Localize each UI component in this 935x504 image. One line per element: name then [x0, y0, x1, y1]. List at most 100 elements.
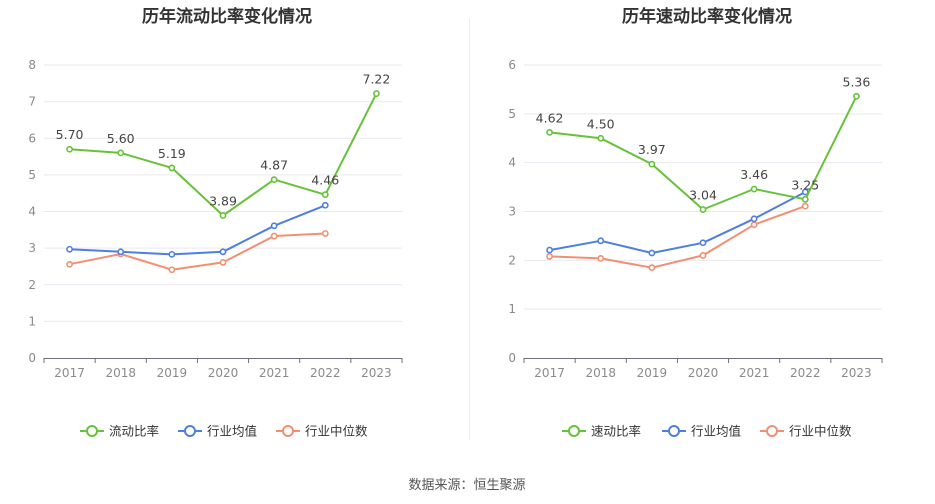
legend-label: 流动比率 — [109, 424, 159, 439]
legend-marker — [282, 425, 294, 437]
y-tick-label: 5 — [28, 168, 36, 182]
data-point[interactable] — [648, 264, 656, 272]
data-point[interactable] — [750, 215, 758, 223]
data-label: 3.89 — [209, 194, 237, 209]
x-tick-label: 2018 — [585, 366, 616, 380]
data-label: 3.25 — [791, 177, 819, 192]
data-label: 5.70 — [56, 127, 84, 142]
legend-item[interactable]: 流动比率 — [80, 424, 159, 439]
x-tick-label: 2019 — [157, 366, 188, 380]
legend-label: 行业均值 — [691, 424, 741, 439]
data-point[interactable] — [546, 246, 553, 254]
data-point[interactable] — [801, 195, 809, 203]
y-tick-label: 2 — [508, 253, 516, 267]
y-tick-label: 0 — [508, 351, 516, 365]
series-line — [69, 232, 326, 271]
legend-label: 速动比率 — [591, 424, 641, 439]
data-point[interactable] — [321, 230, 329, 237]
data-point[interactable] — [66, 245, 73, 253]
data-point[interactable] — [66, 260, 73, 268]
data-point[interactable] — [750, 221, 758, 229]
x-tick-label: 2021 — [739, 366, 770, 380]
legend-item[interactable]: 行业中位数 — [276, 424, 368, 439]
data-label: 5.60 — [107, 131, 135, 146]
data-point[interactable] — [321, 191, 329, 199]
data-point[interactable] — [546, 253, 553, 260]
data-point[interactable] — [168, 250, 176, 258]
legend-label: 行业中位数 — [305, 424, 368, 439]
y-tick-label: 3 — [28, 241, 36, 255]
data-point[interactable] — [546, 128, 553, 136]
data-point[interactable] — [168, 266, 176, 274]
data-point[interactable] — [117, 248, 125, 256]
data-label: 5.36 — [843, 74, 871, 89]
x-tick-label: 2023 — [841, 366, 872, 380]
chart-2: 历年速动比率变化情况 0 1 2 3 4 5 6 2017 2018 2019 2020 2021 202… — [508, 6, 883, 439]
data-point[interactable] — [648, 249, 656, 257]
data-point[interactable] — [699, 252, 707, 259]
x-tick-label: 2021 — [259, 366, 290, 380]
x-tick-label: 2017 — [534, 366, 565, 380]
data-point[interactable] — [321, 201, 329, 209]
data-point[interactable] — [597, 254, 605, 262]
x-tick-label: 2017 — [54, 366, 85, 380]
data-label: 4.50 — [587, 116, 615, 131]
series-line — [549, 205, 806, 269]
y-tick-label: 1 — [28, 314, 36, 328]
data-point[interactable] — [117, 149, 125, 157]
legend-marker — [766, 425, 778, 437]
legend-marker — [184, 425, 196, 437]
legend-item[interactable]: 行业中位数 — [760, 424, 852, 439]
series-line — [69, 204, 326, 256]
chart-title: 历年速动比率变化情况 — [622, 6, 792, 27]
chart-title: 历年流动比率变化情况 — [142, 6, 312, 27]
y-tick-label: 3 — [508, 205, 516, 219]
data-label: 7.22 — [363, 72, 391, 87]
x-tick-label: 2023 — [361, 366, 392, 380]
data-label: 3.97 — [638, 142, 666, 157]
data-point[interactable] — [168, 164, 176, 172]
data-label: 3.04 — [689, 188, 717, 203]
data-point[interactable] — [219, 259, 227, 266]
y-tick-label: 5 — [508, 107, 516, 121]
legend-label: 行业均值 — [207, 424, 257, 439]
legend-marker — [568, 425, 580, 437]
y-tick-label: 6 — [508, 58, 516, 72]
data-point[interactable] — [270, 222, 278, 230]
data-point[interactable] — [853, 92, 860, 100]
data-point[interactable] — [219, 212, 227, 219]
legend-item[interactable]: 行业均值 — [178, 424, 257, 439]
data-point[interactable] — [66, 145, 73, 153]
data-point[interactable] — [750, 185, 758, 193]
legend-label: 行业中位数 — [789, 424, 852, 439]
data-point[interactable] — [270, 176, 278, 184]
y-tick-label: 0 — [28, 351, 36, 365]
data-point[interactable] — [219, 248, 227, 256]
y-tick-label: 1 — [508, 302, 516, 316]
data-label: 4.62 — [536, 110, 564, 125]
y-tick-label: 7 — [28, 95, 36, 109]
y-tick-label: 2 — [28, 278, 36, 292]
data-point[interactable] — [801, 202, 809, 210]
y-tick-label: 4 — [28, 205, 36, 219]
data-point[interactable] — [699, 239, 707, 247]
data-label: 4.46 — [311, 173, 339, 188]
y-tick-label: 6 — [28, 131, 36, 145]
data-point[interactable] — [648, 160, 656, 168]
data-point[interactable] — [373, 90, 380, 97]
data-label: 3.46 — [740, 167, 768, 182]
series-line — [549, 191, 806, 254]
legend-item[interactable]: 行业均值 — [662, 424, 741, 439]
legend-item[interactable]: 速动比率 — [562, 424, 641, 439]
data-point[interactable] — [597, 237, 605, 245]
x-tick-label: 2018 — [105, 366, 136, 380]
x-tick-label: 2020 — [688, 366, 719, 380]
data-point[interactable] — [699, 206, 707, 213]
legend-marker — [668, 425, 680, 437]
x-tick-label: 2020 — [208, 366, 239, 380]
data-label: 5.19 — [158, 146, 186, 161]
data-point[interactable] — [597, 134, 605, 142]
data-point[interactable] — [270, 232, 278, 240]
